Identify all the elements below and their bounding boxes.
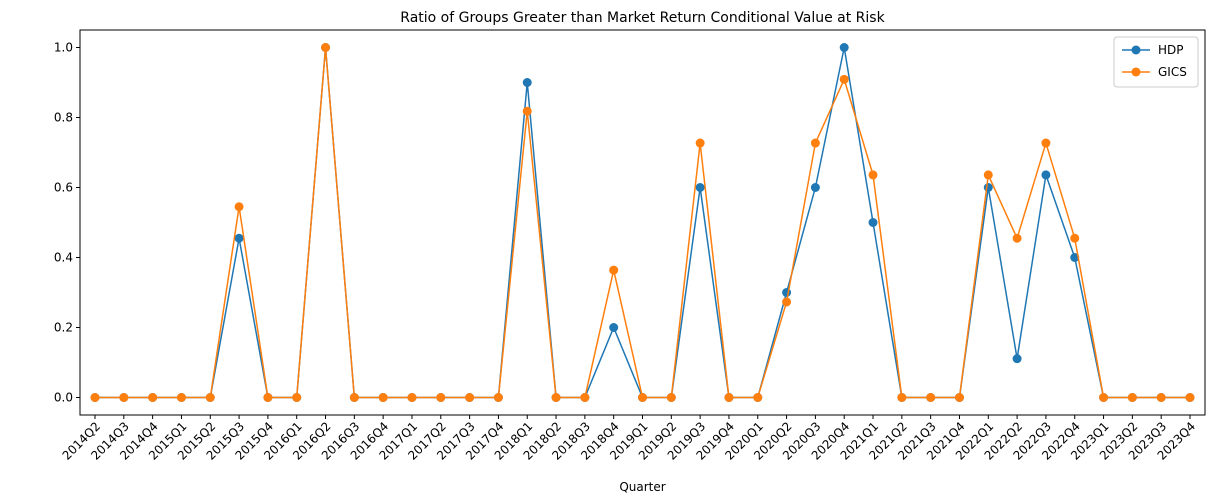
data-point-gics — [407, 393, 417, 402]
series-hdp — [90, 43, 1195, 402]
data-point-gics — [1156, 393, 1166, 402]
data-point-hdp — [695, 183, 705, 192]
data-point-gics — [983, 170, 993, 180]
data-point-gics — [695, 138, 705, 148]
data-point-gics — [349, 393, 359, 402]
data-point-hdp — [1012, 354, 1022, 364]
plot-area — [79, 29, 1206, 416]
data-point-gics — [753, 393, 763, 402]
legend-label: HDP — [1158, 43, 1184, 57]
legend-label: GICS — [1158, 65, 1187, 79]
data-point-gics — [465, 393, 475, 402]
data-point-gics — [436, 393, 446, 402]
series-layer — [90, 43, 1195, 402]
y-tick-label: 1.0 — [54, 41, 73, 55]
data-point-gics — [321, 43, 331, 52]
data-point-hdp — [522, 78, 532, 87]
data-point-gics — [263, 393, 273, 402]
chart-title: Ratio of Groups Greater than Market Retu… — [400, 10, 885, 26]
data-point-gics — [724, 393, 734, 402]
data-point-hdp — [1070, 253, 1080, 262]
data-point-gics — [580, 393, 590, 402]
data-point-gics — [90, 393, 100, 402]
data-point-gics — [1127, 393, 1137, 402]
data-point-hdp — [810, 183, 820, 192]
series-gics — [90, 43, 1195, 402]
data-point-gics — [1012, 233, 1022, 243]
data-point-gics — [782, 297, 792, 307]
data-point-gics — [839, 74, 849, 84]
data-point-gics — [868, 170, 878, 180]
legend: HDP GICS — [1113, 36, 1199, 88]
data-point-gics — [666, 393, 676, 402]
data-point-hdp — [234, 233, 244, 243]
series-line-gics — [95, 47, 1190, 399]
data-point-gics — [1070, 233, 1080, 243]
y-axis: 0.0 0.2 0.4 0.6 0.8 1.0 — [54, 41, 80, 405]
legend-marker — [1131, 67, 1141, 77]
data-point-hdp — [782, 288, 792, 297]
data-point-gics — [234, 202, 244, 212]
data-point-hdp — [609, 323, 619, 332]
data-point-gics — [1099, 393, 1109, 402]
x-axis-label: Quarter — [619, 480, 665, 494]
legend-box — [1113, 36, 1199, 88]
data-point-hdp — [1041, 170, 1051, 180]
data-point-gics — [205, 393, 215, 402]
data-point-gics — [551, 393, 561, 402]
data-point-gics — [493, 393, 503, 402]
data-point-hdp — [839, 43, 849, 52]
data-point-gics — [292, 393, 302, 402]
y-tick-label: 0.8 — [54, 111, 73, 125]
legend-marker — [1131, 45, 1141, 55]
data-point-gics — [810, 138, 820, 148]
data-point-gics — [926, 393, 936, 402]
y-tick-label: 0.6 — [54, 181, 73, 195]
data-point-gics — [1185, 393, 1195, 402]
data-point-gics — [954, 393, 964, 402]
data-point-gics — [119, 393, 129, 402]
y-tick-label: 0.2 — [54, 321, 73, 335]
y-tick-label: 0.0 — [54, 391, 73, 405]
data-point-gics — [378, 393, 388, 402]
y-tick-label: 0.4 — [54, 251, 73, 265]
data-point-hdp — [983, 183, 993, 192]
data-point-gics — [609, 265, 619, 275]
data-point-gics — [1041, 138, 1051, 148]
x-axis: 2014Q22014Q32014Q42015Q12015Q22015Q32015… — [60, 415, 1198, 463]
data-point-gics — [148, 393, 158, 402]
data-point-gics — [897, 393, 907, 402]
data-point-gics — [522, 106, 532, 116]
data-point-gics — [638, 393, 647, 402]
data-point-gics — [176, 393, 186, 402]
data-point-hdp — [868, 218, 878, 227]
